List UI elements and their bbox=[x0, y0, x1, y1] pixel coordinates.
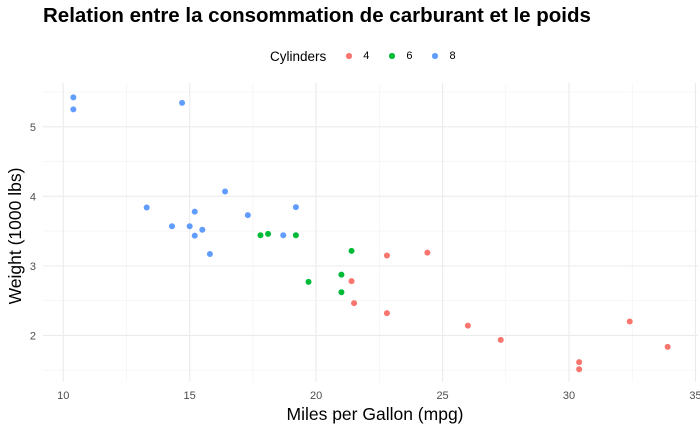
data-point bbox=[424, 249, 431, 256]
data-points bbox=[70, 94, 671, 373]
y-tick-label: 3 bbox=[30, 261, 36, 273]
data-point bbox=[257, 232, 264, 239]
legend-item-4: 4 bbox=[340, 48, 377, 65]
data-point bbox=[464, 322, 471, 329]
legend-dot-icon bbox=[389, 53, 395, 59]
y-tick-label: 5 bbox=[30, 122, 36, 134]
legend-dot-icon bbox=[346, 53, 352, 59]
data-point bbox=[305, 278, 312, 285]
data-point bbox=[191, 208, 198, 215]
x-tick-label: 15 bbox=[184, 390, 196, 402]
data-point bbox=[664, 343, 671, 350]
data-point bbox=[383, 252, 390, 259]
data-point bbox=[206, 251, 213, 258]
y-tick-label: 2 bbox=[30, 330, 36, 342]
data-point bbox=[383, 310, 390, 317]
legend-item-6: 6 bbox=[383, 48, 420, 65]
data-point bbox=[222, 188, 229, 195]
x-tick-label: 25 bbox=[436, 390, 448, 402]
data-point bbox=[199, 226, 206, 233]
data-point bbox=[70, 94, 77, 101]
data-point bbox=[191, 232, 198, 239]
data-point bbox=[338, 271, 345, 278]
data-point bbox=[186, 223, 193, 230]
data-point bbox=[348, 278, 355, 285]
legend: Cylinders 4 6 8 bbox=[270, 47, 464, 65]
data-point bbox=[179, 99, 186, 106]
data-point bbox=[351, 300, 358, 307]
major-gridlines bbox=[43, 83, 698, 382]
data-point bbox=[168, 223, 175, 230]
y-tick-label: 4 bbox=[30, 191, 36, 203]
data-point bbox=[292, 204, 299, 211]
data-point bbox=[244, 212, 251, 219]
legend-title: Cylinders bbox=[270, 48, 327, 64]
data-point bbox=[143, 204, 150, 211]
data-point bbox=[70, 106, 77, 113]
x-axis-label: Miles per Gallon (mpg) bbox=[287, 404, 464, 424]
x-tick-label: 35 bbox=[689, 390, 700, 402]
y-axis-ticks: 2 3 4 5 bbox=[30, 122, 36, 343]
legend-label: 8 bbox=[449, 50, 456, 62]
y-axis-label: Weight (1000 lbs) bbox=[5, 168, 25, 305]
x-axis-ticks: 10 15 20 25 30 35 bbox=[57, 390, 700, 402]
legend-dot-icon bbox=[432, 53, 438, 59]
chart-title: Relation entre la consommation de carbur… bbox=[43, 4, 591, 27]
data-point bbox=[626, 318, 633, 325]
data-point bbox=[576, 359, 583, 366]
data-point bbox=[280, 232, 287, 239]
data-point bbox=[497, 336, 504, 343]
data-point bbox=[348, 247, 355, 254]
data-point bbox=[265, 230, 272, 237]
x-tick-label: 10 bbox=[57, 390, 69, 402]
minor-gridlines bbox=[43, 83, 698, 382]
data-point bbox=[338, 289, 345, 296]
legend-item-8: 8 bbox=[427, 48, 464, 65]
legend-label: 4 bbox=[363, 50, 370, 62]
legend-label: 6 bbox=[406, 50, 413, 62]
x-tick-label: 30 bbox=[563, 390, 575, 402]
data-point bbox=[576, 366, 583, 373]
data-point bbox=[292, 232, 299, 239]
x-tick-label: 20 bbox=[310, 390, 322, 402]
